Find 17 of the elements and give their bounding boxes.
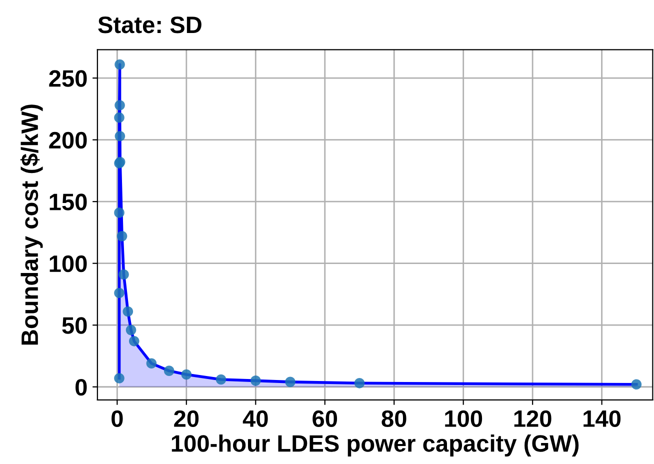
x-tick-label: 40 <box>242 410 268 428</box>
x-tick-label: 100 <box>445 410 482 428</box>
x-tick-label: 140 <box>584 410 621 428</box>
x-tick-label: 0 <box>112 410 123 428</box>
x-tick-label: 120 <box>514 410 552 428</box>
x-tick-label: 60 <box>312 410 338 428</box>
y-tick-label: 50 <box>62 317 87 334</box>
y-tick-label: 200 <box>49 132 87 149</box>
x-tick-label: 20 <box>174 410 199 428</box>
y-tick-label: 0 <box>76 378 87 396</box>
x-tick-label: 80 <box>382 410 406 428</box>
chart-title: State: SD <box>98 16 202 34</box>
y-tick-label: 100 <box>50 255 87 272</box>
y-axis-title: Boundary cost ($/kW) <box>20 104 43 345</box>
y-tick-label: 250 <box>49 70 87 87</box>
x-axis-title: 100-hour LDES power capacity (GW) <box>172 434 579 456</box>
y-tick-label: 150 <box>50 194 87 210</box>
